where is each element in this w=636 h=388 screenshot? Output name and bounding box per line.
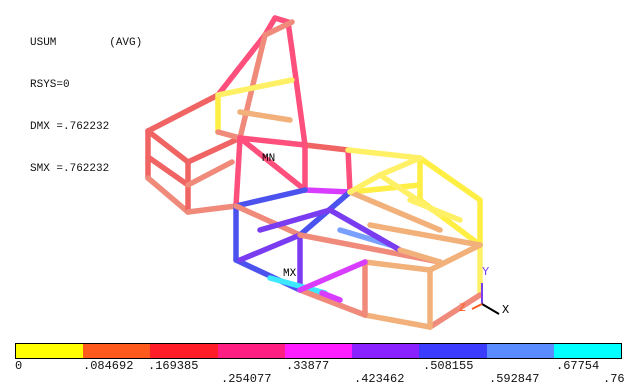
frame-tube bbox=[185, 203, 239, 215]
legend-tick: .423462 bbox=[354, 372, 405, 386]
frame-tube bbox=[377, 155, 423, 178]
triad-z-axis bbox=[471, 303, 483, 310]
axis-y-label: Y bbox=[482, 265, 489, 279]
frame-tube bbox=[319, 290, 343, 303]
legend-color-segment bbox=[284, 344, 353, 358]
axis-z-label: Z bbox=[459, 303, 466, 315]
frame-tube bbox=[233, 187, 308, 209]
result-info-block: USUM (AVG) RSYS=0 DMX =.762232 SMX =.762… bbox=[30, 8, 142, 190]
frame-tube bbox=[262, 19, 295, 38]
legend-tick: .67754 bbox=[556, 359, 600, 373]
legend-color-segment bbox=[217, 344, 285, 358]
contour-legend-bar bbox=[15, 343, 622, 359]
frame-tube bbox=[237, 109, 293, 123]
frame-tube bbox=[302, 187, 353, 195]
frame-tube bbox=[185, 159, 235, 188]
frame-tube bbox=[367, 222, 483, 248]
frame-tube bbox=[215, 32, 268, 98]
legend-color-segment bbox=[83, 344, 151, 358]
legend-tick: .169385 bbox=[148, 359, 199, 373]
frame-tube bbox=[427, 292, 483, 330]
legend-tick: .592847 bbox=[489, 372, 540, 386]
frame-tube bbox=[397, 247, 443, 265]
frame-tube bbox=[362, 259, 433, 273]
frame-tube bbox=[345, 147, 353, 195]
frame-tube bbox=[237, 135, 308, 148]
frame-tube bbox=[145, 154, 191, 188]
frame-tube bbox=[347, 189, 443, 233]
frame-tube bbox=[215, 129, 243, 141]
frame-tube bbox=[345, 147, 423, 161]
legend-color-segment bbox=[419, 344, 487, 358]
frame-tube bbox=[145, 92, 221, 134]
frame-tube bbox=[215, 77, 295, 98]
frame-tube bbox=[417, 155, 483, 203]
info-dmx: DMX =.762232 bbox=[30, 121, 110, 133]
frame-tube bbox=[327, 207, 403, 253]
frame-tube bbox=[233, 135, 243, 209]
frame-tube bbox=[233, 203, 303, 238]
triad bbox=[471, 283, 500, 315]
frame-tube bbox=[347, 182, 423, 195]
frame-tube bbox=[297, 259, 368, 293]
legend-tick: .76 bbox=[603, 372, 625, 386]
frame-model bbox=[145, 15, 483, 330]
max-label: MX bbox=[283, 268, 297, 280]
frame-tube bbox=[267, 275, 328, 296]
frame-tube bbox=[237, 232, 303, 263]
info-result-label: USUM (AVG) bbox=[30, 37, 143, 49]
legend-color-segment bbox=[352, 344, 420, 358]
frame-tube bbox=[145, 175, 191, 215]
frame-tube bbox=[302, 142, 351, 153]
frame-tube bbox=[297, 287, 368, 318]
info-smx: SMX =.762232 bbox=[30, 163, 110, 175]
frame-tube bbox=[237, 135, 308, 193]
legend-tick: .508155 bbox=[423, 359, 474, 373]
legend-color-segment bbox=[553, 344, 621, 358]
frame-tube bbox=[362, 312, 433, 330]
legend-color-segment bbox=[16, 344, 84, 358]
frame-tube bbox=[347, 172, 383, 195]
info-rsys: RSYS=0 bbox=[30, 79, 70, 91]
legend-tick: .33877 bbox=[286, 359, 330, 373]
frame-tube bbox=[427, 242, 483, 273]
axis-x-label: X bbox=[502, 303, 509, 317]
frame-tube bbox=[285, 19, 295, 53]
frame-tube bbox=[145, 128, 191, 165]
frame-tube bbox=[185, 135, 243, 165]
frame-tube bbox=[257, 207, 333, 233]
legend-color-segment bbox=[150, 344, 218, 358]
frame-tube bbox=[289, 47, 308, 148]
legend-color-segment bbox=[486, 344, 554, 358]
legend-tick: .084692 bbox=[83, 359, 134, 373]
min-label: MN bbox=[262, 153, 275, 165]
legend-tick: 0 bbox=[15, 359, 23, 373]
frame-tube bbox=[407, 197, 463, 223]
triad-x-axis bbox=[481, 303, 500, 315]
legend-tick: .254077 bbox=[221, 372, 272, 386]
